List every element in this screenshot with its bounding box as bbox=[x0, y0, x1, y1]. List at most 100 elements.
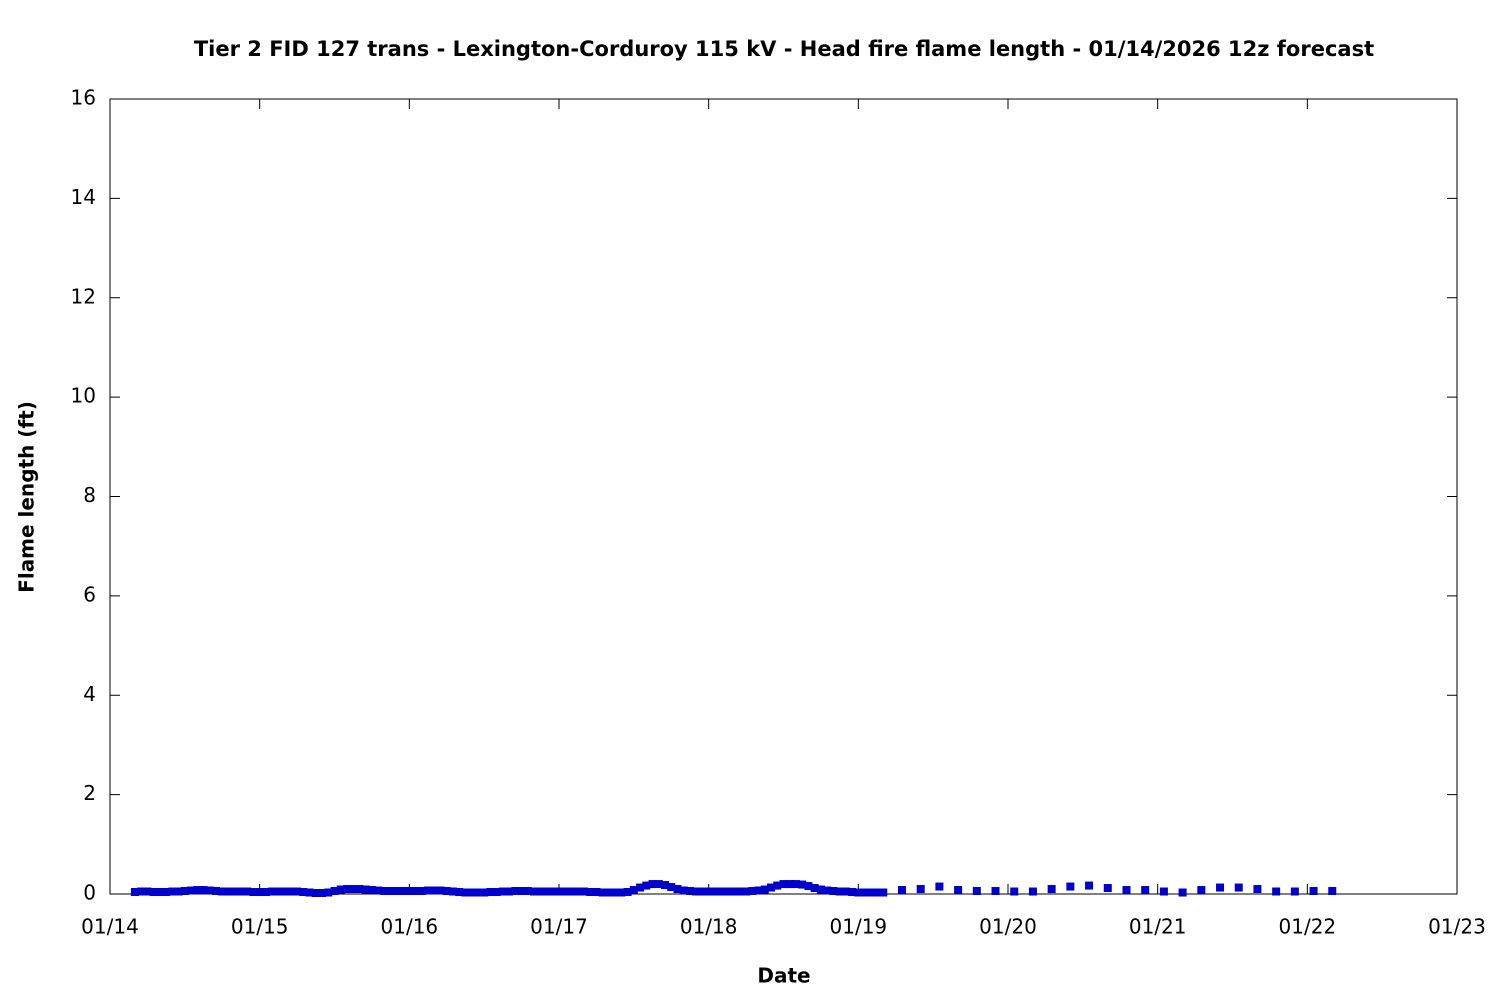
data-point bbox=[685, 887, 694, 896]
data-point bbox=[1047, 885, 1056, 894]
data-point bbox=[729, 887, 738, 896]
data-point bbox=[243, 887, 252, 896]
data-point bbox=[835, 887, 844, 896]
data-point bbox=[318, 889, 327, 898]
data-point bbox=[249, 888, 258, 897]
data-point bbox=[517, 887, 526, 896]
data-point bbox=[692, 887, 701, 896]
data-point bbox=[1103, 884, 1112, 893]
data-point bbox=[742, 887, 751, 896]
data-point bbox=[854, 888, 863, 897]
data-point bbox=[174, 887, 183, 896]
data-point bbox=[473, 888, 482, 897]
data-point bbox=[879, 888, 888, 897]
data-point bbox=[1141, 886, 1150, 895]
data-point bbox=[1234, 883, 1243, 892]
data-point bbox=[542, 887, 551, 896]
y-tick-label: 10 bbox=[71, 384, 96, 408]
y-axis-label: Flame length (ft) bbox=[15, 401, 39, 593]
x-tick-label: 01/21 bbox=[1129, 915, 1187, 939]
data-point bbox=[205, 886, 214, 895]
data-point bbox=[187, 886, 196, 895]
data-point bbox=[293, 887, 302, 896]
plot-frame bbox=[109, 98, 1458, 895]
y-tick-label: 6 bbox=[83, 582, 96, 606]
data-point bbox=[823, 886, 832, 895]
data-point bbox=[417, 887, 426, 896]
data-point bbox=[212, 887, 221, 896]
data-point bbox=[530, 887, 539, 896]
data-point bbox=[505, 887, 514, 896]
data-point bbox=[193, 886, 202, 895]
data-point bbox=[673, 885, 682, 894]
data-point bbox=[274, 887, 283, 896]
data-point bbox=[816, 885, 825, 894]
data-point bbox=[367, 886, 376, 895]
data-point bbox=[717, 887, 726, 896]
data-point bbox=[1290, 887, 1299, 896]
data-point bbox=[760, 885, 769, 894]
data-point bbox=[704, 887, 713, 896]
data-point bbox=[261, 888, 270, 897]
data-point bbox=[604, 888, 613, 897]
data-point bbox=[586, 888, 595, 897]
x-tick-label: 01/23 bbox=[1428, 915, 1486, 939]
data-point bbox=[860, 888, 869, 897]
data-point bbox=[636, 883, 645, 892]
chart-title: Tier 2 FID 127 trans - Lexington-Corduro… bbox=[194, 37, 1374, 61]
y-tick-label: 8 bbox=[83, 483, 96, 507]
data-point bbox=[168, 887, 177, 896]
data-point bbox=[324, 888, 333, 897]
data-point bbox=[336, 885, 345, 894]
data-point bbox=[1197, 886, 1206, 895]
data-point bbox=[810, 884, 819, 893]
y-tick-label: 16 bbox=[71, 86, 96, 110]
data-point bbox=[436, 886, 445, 895]
data-point bbox=[804, 882, 813, 891]
data-point bbox=[255, 888, 264, 897]
data-point bbox=[954, 886, 963, 895]
data-point bbox=[579, 887, 588, 896]
x-tick-label: 01/20 bbox=[979, 915, 1037, 939]
data-point bbox=[654, 880, 663, 889]
data-point bbox=[430, 886, 439, 895]
data-point bbox=[199, 886, 208, 895]
data-point bbox=[1066, 882, 1075, 891]
data-point bbox=[679, 886, 688, 895]
data-point bbox=[180, 887, 189, 896]
x-tick-label: 01/16 bbox=[381, 915, 439, 939]
data-point bbox=[698, 887, 707, 896]
data-point bbox=[342, 885, 351, 894]
data-point bbox=[623, 888, 632, 897]
data-point bbox=[149, 888, 158, 897]
data-point bbox=[848, 888, 857, 897]
data-point bbox=[972, 887, 981, 896]
data-point bbox=[386, 887, 395, 896]
data-point bbox=[137, 887, 146, 896]
data-point bbox=[536, 887, 545, 896]
data-point bbox=[748, 887, 757, 896]
data-point bbox=[935, 882, 944, 891]
y-tick-label: 0 bbox=[83, 881, 96, 905]
data-point bbox=[523, 887, 532, 896]
data-point bbox=[405, 887, 414, 896]
data-point bbox=[224, 887, 233, 896]
data-point bbox=[611, 888, 620, 897]
data-point bbox=[841, 887, 850, 896]
data-point bbox=[467, 888, 476, 897]
x-tick-label: 01/17 bbox=[530, 915, 588, 939]
data-point bbox=[498, 887, 507, 896]
x-tick-label: 01/22 bbox=[1279, 915, 1337, 939]
data-point bbox=[866, 888, 875, 897]
data-point bbox=[1085, 881, 1094, 890]
data-point bbox=[361, 885, 370, 894]
data-point bbox=[642, 881, 651, 890]
data-point bbox=[667, 883, 676, 892]
y-tick-label: 2 bbox=[83, 781, 96, 805]
data-point bbox=[330, 887, 339, 896]
data-point bbox=[286, 887, 295, 896]
data-point bbox=[779, 880, 788, 889]
data-point bbox=[735, 887, 744, 896]
y-tick-label: 4 bbox=[83, 682, 96, 706]
data-point bbox=[829, 887, 838, 896]
